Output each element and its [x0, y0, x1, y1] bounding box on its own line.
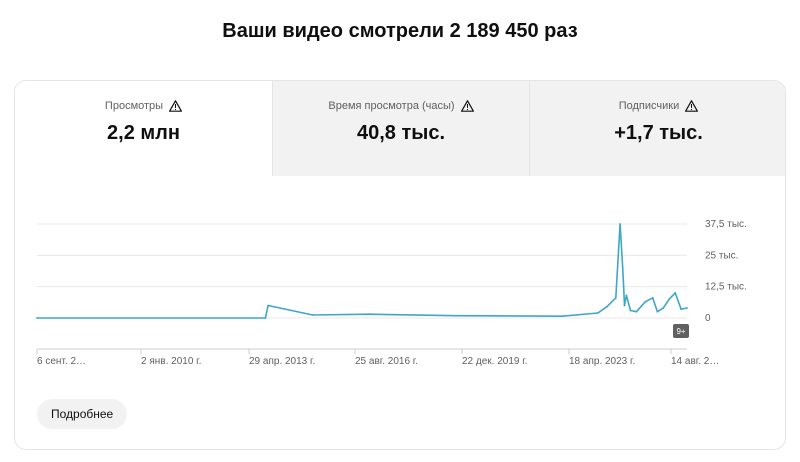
views-data-point: [596, 312, 599, 314]
tab-subscribers-value: +1,7 тыс.: [614, 122, 703, 144]
tab-subscribers[interactable]: Подписчики +1,7 тыс.: [529, 81, 785, 176]
views-data-point: [668, 298, 671, 301]
y-tick-label: 25 тыс.: [705, 250, 738, 261]
views-data-point: [311, 314, 314, 316]
tab-views-value: 2,2 млн: [107, 122, 180, 144]
y-tick-label: 37,5 тыс.: [705, 219, 747, 230]
views-chart[interactable]: 37,5 тыс. 25 тыс. 12,5 тыс. 0 6 сент. 2… 2 ян…: [15, 81, 786, 381]
views-data-point: [656, 310, 659, 313]
page-headline: Ваши видео смотрели 2 189 450 раз: [222, 20, 578, 42]
tab-views-label: Просмотры: [104, 100, 164, 112]
warning-icon[interactable]: [685, 100, 699, 112]
views-data-point: [680, 308, 683, 311]
tab-watch-time-label: Время просмотра (часы): [328, 100, 455, 112]
views-series-line: [37, 223, 688, 319]
views-data-point: [368, 313, 371, 316]
views-data-point: [36, 317, 38, 319]
y-tick-label: 0: [705, 313, 711, 324]
views-data-point: [454, 314, 457, 317]
views-data-point: [629, 309, 632, 312]
views-data-point: [619, 223, 622, 225]
more-details-button[interactable]: Подробнее: [37, 399, 128, 429]
views-data-point: [686, 307, 688, 309]
warning-icon[interactable]: [460, 100, 474, 112]
y-tick-label: 12,5 тыс.: [705, 282, 747, 293]
views-data-point: [635, 310, 638, 313]
views-data-point: [264, 317, 267, 319]
views-data-point: [267, 304, 270, 307]
warning-icon[interactable]: [169, 100, 183, 112]
x-tick-label: 18 апр. 2023 г.: [569, 356, 635, 367]
views-data-point: [623, 304, 626, 307]
views-data-point: [621, 266, 624, 269]
views-data-point: [614, 297, 617, 299]
metric-tabs: Просмотры 2,2 млн Время просмотра (часы)…: [15, 81, 785, 176]
views-data-point: [561, 315, 564, 318]
tab-watch-time[interactable]: Время просмотра (часы) 40,8 тыс.: [272, 81, 529, 176]
x-tick-label: 2 янв. 2010 г.: [141, 356, 201, 367]
tab-views[interactable]: Просмотры 2,2 млн: [15, 81, 272, 176]
views-data-point: [651, 297, 654, 299]
x-tick-label: 14 авг. 2…: [671, 356, 719, 367]
more-points-badge-label: 9+: [676, 327, 685, 336]
x-tick-label: 6 сент. 2…: [37, 356, 86, 367]
views-data-point: [622, 287, 625, 289]
x-tick-label: 29 апр. 2013 г.: [249, 356, 315, 367]
views-data-point: [605, 305, 608, 308]
more-points-badge[interactable]: [673, 324, 689, 338]
tab-subscribers-label: Подписчики: [618, 100, 680, 112]
tab-watch-time-value: 40,8 тыс.: [356, 122, 446, 144]
views-data-point: [662, 307, 665, 309]
views-data-point: [674, 292, 677, 294]
views-data-point: [644, 300, 647, 303]
views-data-point: [625, 294, 628, 297]
x-tick-label: 22 дек. 2019 г.: [462, 356, 527, 367]
analytics-card: Просмотры 2,2 млн Время просмотра (часы)…: [14, 80, 786, 450]
x-tick-label: 25 авг. 2016 г.: [355, 356, 418, 367]
